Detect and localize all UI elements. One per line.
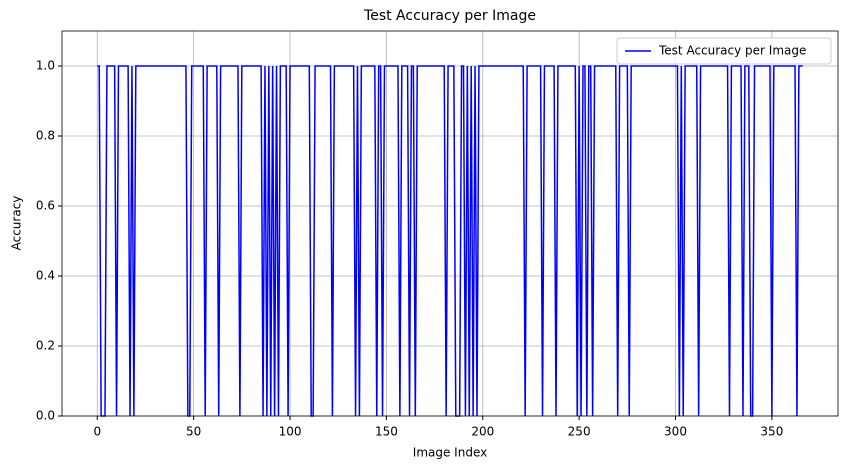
x-tick-label: 150 [375, 425, 398, 439]
y-axis-label: Accuracy [10, 196, 24, 251]
y-tick-label: 0.8 [36, 129, 55, 143]
data-line [97, 65, 803, 417]
y-tick-label: 0.4 [36, 269, 55, 283]
x-tick-label: 50 [186, 425, 201, 439]
y-tick-label: 0.0 [36, 409, 55, 423]
x-tick-label: 250 [568, 425, 591, 439]
x-tick-label: 300 [664, 425, 687, 439]
x-tick-label: 350 [760, 425, 783, 439]
x-tick-label: 0 [93, 425, 101, 439]
x-tick-label: 100 [279, 425, 302, 439]
x-tick-label: 200 [471, 425, 494, 439]
legend-label: Test Accuracy per Image [658, 44, 806, 58]
y-tick-label: 0.2 [36, 339, 55, 353]
y-tick-label: 0.6 [36, 199, 55, 213]
x-axis-label: Image Index [413, 446, 487, 460]
plot-frame [61, 30, 839, 417]
legend-box [616, 37, 832, 65]
chart-title: Test Accuracy per Image [363, 8, 536, 24]
y-tick-label: 1.0 [36, 59, 55, 73]
